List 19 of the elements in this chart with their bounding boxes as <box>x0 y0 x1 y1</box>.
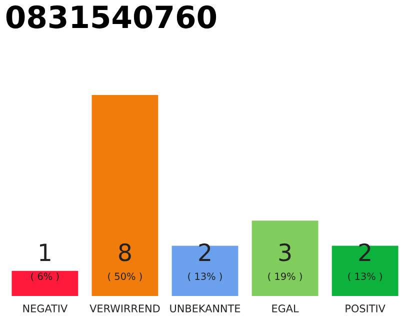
x-tick-label: POSITIV <box>346 304 386 312</box>
data-label: 2 <box>199 243 210 261</box>
data-label: 8 <box>119 243 131 262</box>
data-label: 1 <box>40 244 50 261</box>
annotation: ( 6% ) <box>31 272 59 282</box>
x-tick-label: NEGATIV <box>23 304 68 312</box>
chart-title: 0831540760 <box>6 5 216 28</box>
x-tick-label: VERWIRREND <box>90 304 160 312</box>
data-label: 2 <box>359 243 370 261</box>
annotation: ( 50% ) <box>108 272 142 282</box>
bar <box>252 220 318 296</box>
annotation: ( 19% ) <box>268 272 302 282</box>
annotation: ( 13% ) <box>188 272 222 282</box>
x-tick-label: UNBEKANNTE <box>170 304 240 312</box>
x-tick-label: EGAL <box>272 304 299 312</box>
annotation: ( 13% ) <box>348 272 382 282</box>
bar <box>12 270 78 296</box>
data-label: 3 <box>279 243 291 262</box>
bar <box>92 95 158 296</box>
